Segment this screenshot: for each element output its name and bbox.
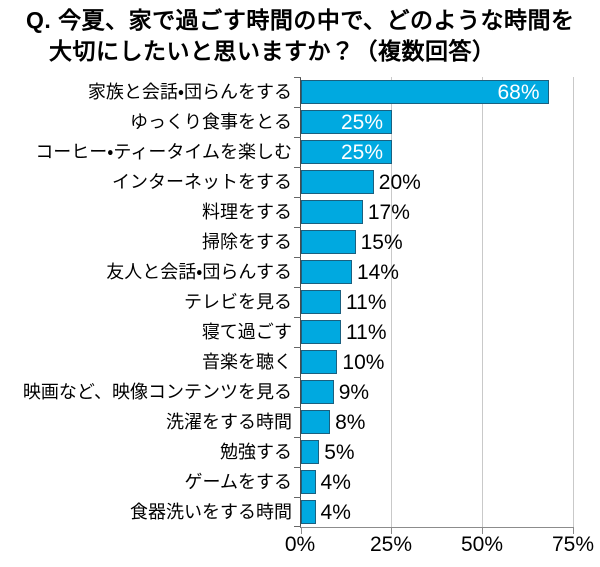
category-tick <box>294 377 301 378</box>
category-tick <box>294 137 301 138</box>
category-label: 映画など、映像コンテンツを見る <box>22 382 292 402</box>
category-tick <box>294 227 301 228</box>
category-label: 家族と会話・団らんをする <box>87 82 292 102</box>
x-axis-tick-label: 75% <box>551 533 595 556</box>
x-axis-tick <box>482 528 483 534</box>
category-tick <box>294 437 301 438</box>
bar-row: 25% <box>301 107 574 137</box>
bar-row: 11% <box>301 317 574 347</box>
category-tick <box>294 467 301 468</box>
bar <box>301 110 392 134</box>
value-label: 10% <box>342 351 385 374</box>
x-axis-tick-label: 25% <box>369 533 413 556</box>
x-axis-tick-label: 50% <box>460 533 504 556</box>
category-label: テレビを見る <box>184 292 292 312</box>
value-label: 20% <box>378 171 421 194</box>
value-label: 17% <box>367 201 410 224</box>
bar <box>301 260 352 284</box>
bar-row: 25% <box>301 137 574 167</box>
bar <box>301 410 331 434</box>
x-axis-tick <box>301 528 302 534</box>
bar <box>301 80 549 104</box>
value-label: 9% <box>338 381 370 404</box>
bar-row: 9% <box>301 377 574 407</box>
category-tick <box>294 77 301 78</box>
category-label: 料理をする <box>202 202 292 222</box>
value-label: 11% <box>346 291 387 314</box>
category-label: ゲームをする <box>184 472 292 492</box>
x-axis-tick-label: 0% <box>284 533 316 556</box>
category-axis: 家族と会話・団らんをするゆっくり食事をとるコーヒー・ティータイムを楽しむインター… <box>0 77 292 527</box>
bar <box>301 500 316 524</box>
category-tick <box>294 347 301 348</box>
bar <box>301 230 356 254</box>
bar-row: 17% <box>301 197 574 227</box>
value-label: 5% <box>324 441 355 464</box>
bar-row: 5% <box>301 437 574 467</box>
value-label: 14% <box>356 261 399 284</box>
bar <box>301 380 334 404</box>
category-label: 寝て過ごす <box>201 322 292 342</box>
gridline <box>391 77 392 527</box>
category-label: 勉強する <box>220 442 292 462</box>
bar <box>301 320 342 344</box>
value-label: 4% <box>320 471 351 494</box>
x-axis-tick <box>391 528 392 534</box>
value-label: 4% <box>320 501 351 524</box>
category-tick <box>294 107 301 108</box>
category-tick <box>294 407 301 408</box>
category-tick <box>294 526 301 527</box>
value-label: 25% <box>340 111 383 134</box>
category-tick <box>294 317 301 318</box>
value-label: 68% <box>497 81 540 104</box>
chart-title-line1: Q. 今夏、家で過ごす時間の中で、どのような時間を <box>26 7 575 33</box>
value-label: 11% <box>346 321 387 344</box>
category-label: インターネットをする <box>112 172 292 192</box>
bar-row: 11% <box>301 287 574 317</box>
bar-row: 10% <box>301 347 574 377</box>
value-label: 15% <box>360 231 403 254</box>
bar <box>301 470 316 494</box>
bar-row: 4% <box>301 467 574 497</box>
category-tick <box>294 287 301 288</box>
category-label: ゆっくり食事をとる <box>130 112 292 132</box>
plot-area: 68% 25% 25% 20% 17% 15% 14% 11% 11% 10% 9% 8% 5% 4% 4% <box>294 77 574 534</box>
category-tick <box>294 497 301 498</box>
bar <box>301 290 342 314</box>
bar-row: 15% <box>301 227 574 257</box>
category-label: コーヒー・ティータイムを楽しむ <box>35 142 292 162</box>
category-label: 掃除をする <box>202 232 292 252</box>
chart-title: Q. 今夏、家で過ごす時間の中で、どのような時間を 大切にしたいと思いますか？（… <box>26 5 574 67</box>
category-label: 洗濯をする時間 <box>166 412 292 432</box>
gridline <box>573 77 574 527</box>
bar <box>301 140 392 164</box>
x-axis-tick <box>573 528 574 534</box>
category-tick <box>294 197 301 198</box>
bar <box>301 440 320 464</box>
bar <box>301 350 338 374</box>
category-tick <box>294 167 301 168</box>
bar-row: 20% <box>301 167 574 197</box>
bar-row: 4% <box>301 497 574 527</box>
chart-title-line2: 大切にしたいと思いますか？（複数回答） <box>49 38 496 64</box>
value-label: 8% <box>335 411 366 434</box>
bar <box>301 200 363 224</box>
value-label: 25% <box>340 141 383 164</box>
category-label: 音楽を聴く <box>202 352 292 372</box>
category-label: 食器洗いをする時間 <box>130 502 292 522</box>
gridline <box>482 77 483 527</box>
bar-row: 14% <box>301 257 574 287</box>
category-tick <box>294 257 301 258</box>
category-label: 友人と会話・団らんする <box>106 262 292 282</box>
bar-row: 68% <box>301 77 574 107</box>
bar <box>301 170 374 194</box>
bar-row: 8% <box>301 407 574 437</box>
